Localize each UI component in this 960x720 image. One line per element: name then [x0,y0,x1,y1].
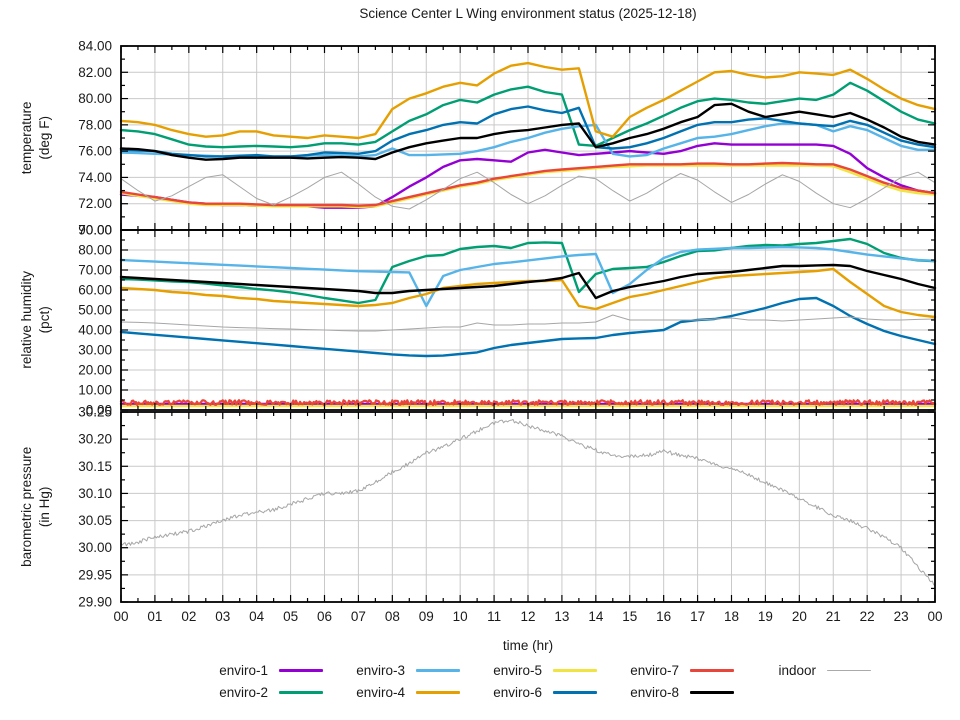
legend-label: indoor [778,663,816,678]
svg-text:04: 04 [249,609,265,624]
svg-text:90.00: 90.00 [78,223,112,238]
svg-text:84.00: 84.00 [78,39,112,54]
svg-text:09: 09 [419,609,434,624]
legend-label: enviro-5 [493,663,542,678]
svg-text:05: 05 [283,609,298,624]
svg-text:80.00: 80.00 [78,91,112,106]
legend-item-enviro-4: enviro-4 [323,683,460,702]
svg-text:22: 22 [860,609,875,624]
svg-text:70.00: 70.00 [78,223,112,238]
legend-line-sample [553,669,597,672]
legend-item-enviro-2: enviro-2 [186,683,323,702]
legend-line-sample [416,691,460,694]
svg-text:13: 13 [554,609,569,624]
svg-text:21: 21 [826,609,841,624]
y-axis-label-temperature: temperature (deg F) [18,38,54,238]
svg-text:12: 12 [520,609,535,624]
legend-item-enviro-7: enviro-7 [597,661,734,680]
legend-label: enviro-7 [630,663,679,678]
legend-label: enviro-8 [630,685,679,700]
y-axis-label-humidity-line1: relative humidity [19,271,35,369]
legend: enviro-1 enviro-3 enviro-5 enviro-7 indoor en… [186,661,871,702]
svg-text:30.05: 30.05 [78,513,112,528]
svg-text:30.00: 30.00 [78,540,112,555]
svg-text:30.25: 30.25 [78,405,112,420]
legend-line-sample [690,691,734,694]
svg-text:29.90: 29.90 [78,595,112,610]
svg-text:78.00: 78.00 [78,117,112,132]
svg-text:20.00: 20.00 [78,363,112,378]
y-axis-label-pressure-line1: barometric pressure [19,446,35,567]
y-axis-label-pressure-line2: (in Hg) [37,486,52,528]
svg-text:30.20: 30.20 [78,432,112,447]
svg-text:40.00: 40.00 [78,323,112,338]
svg-text:30.10: 30.10 [78,486,112,501]
svg-text:72.00: 72.00 [78,196,112,211]
legend-item-enviro-3: enviro-3 [323,661,460,680]
y-axis-label-humidity: relative humidity (pct) [18,220,54,420]
svg-text:30.00: 30.00 [78,343,112,358]
svg-text:23: 23 [894,609,909,624]
svg-text:16: 16 [656,609,671,624]
svg-text:15: 15 [622,609,637,624]
svg-text:82.00: 82.00 [78,65,112,80]
legend-row: enviro-2 enviro-4 enviro-6 enviro-8 [186,683,871,702]
svg-text:50.00: 50.00 [78,303,112,318]
y-axis-label-temperature-line1: temperature [19,101,35,175]
svg-text:03: 03 [215,609,230,624]
legend-row: enviro-1 enviro-3 enviro-5 enviro-7 indoor [186,661,871,680]
legend-label: enviro-6 [493,685,542,700]
legend-line-sample [279,691,323,694]
svg-text:10: 10 [453,609,468,624]
legend-line-sample [553,691,597,694]
legend-label: enviro-4 [356,685,405,700]
svg-text:02: 02 [181,609,196,624]
legend-item-enviro-1: enviro-1 [186,661,323,680]
legend-item-enviro-5: enviro-5 [460,661,597,680]
svg-text:60.00: 60.00 [78,283,112,298]
svg-text:01: 01 [147,609,162,624]
legend-label: enviro-2 [219,685,268,700]
svg-text:30.15: 30.15 [78,459,112,474]
legend-line-sample [279,669,323,672]
svg-text:08: 08 [385,609,400,624]
legend-label: enviro-1 [219,663,268,678]
y-axis-label-humidity-line2: (pct) [37,306,52,334]
svg-text:74.00: 74.00 [78,170,112,185]
svg-text:07: 07 [351,609,366,624]
svg-text:80.00: 80.00 [78,243,112,258]
svg-text:00: 00 [113,609,128,624]
legend-line-sample [416,669,460,672]
svg-text:76.00: 76.00 [78,144,112,159]
y-axis-label-pressure: barometric pressure (in Hg) [18,407,54,607]
svg-text:18: 18 [724,609,739,624]
svg-text:10.00: 10.00 [78,383,112,398]
svg-text:19: 19 [758,609,773,624]
legend-item-enviro-8: enviro-8 [597,683,734,702]
svg-text:14: 14 [588,609,604,624]
legend-item-indoor: indoor [734,661,871,680]
legend-line-sample [690,669,734,672]
legend-line-sample [827,670,871,671]
svg-text:20: 20 [792,609,807,624]
legend-label: enviro-3 [356,663,405,678]
y-axis-label-temperature-line2: (deg F) [37,116,52,160]
legend-item-enviro-6: enviro-6 [460,683,597,702]
svg-text:70.00: 70.00 [78,263,112,278]
x-axis-label: time (hr) [502,638,554,653]
chart-title: Science Center L Wing environment status… [359,6,697,21]
svg-text:11: 11 [487,609,501,624]
svg-text:06: 06 [317,609,332,624]
svg-text:0.00: 0.00 [86,403,112,418]
svg-text:00: 00 [927,609,942,624]
svg-text:17: 17 [690,609,705,624]
svg-text:29.95: 29.95 [78,567,112,582]
